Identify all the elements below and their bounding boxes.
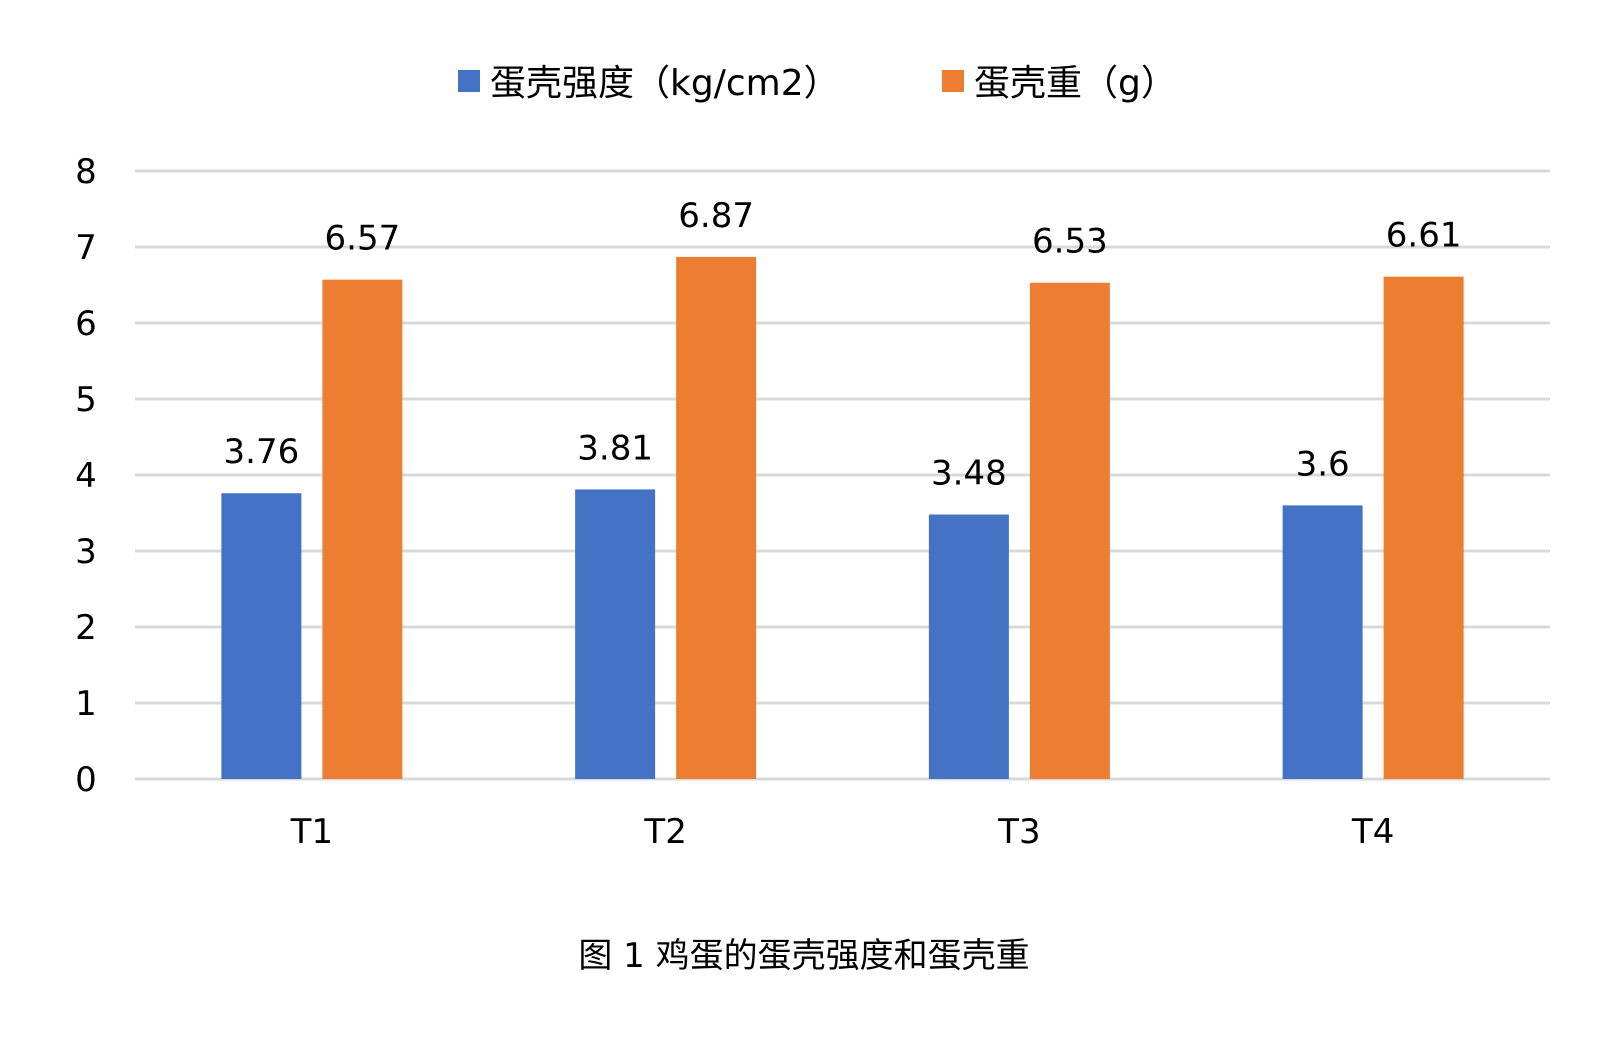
bar-T2-series-2 xyxy=(676,256,757,779)
x-tick-label-T3: T3 xyxy=(997,812,1040,852)
x-axis: T1 T2 T3 T4 xyxy=(290,812,1395,852)
data-label-T1-series-2: 6.57 xyxy=(325,219,401,259)
y-axis: 0 1 2 3 4 5 6 7 8 xyxy=(75,152,97,800)
data-label-T3-series-1: 3.48 xyxy=(931,454,1007,494)
data-label-T4-series-2: 6.61 xyxy=(1386,216,1462,256)
data-labels: 3.76 6.57 3.81 6.87 3.48 6.53 3.6 6.61 xyxy=(224,196,1462,494)
x-tick-label-T4: T4 xyxy=(1351,812,1394,852)
y-tick-label: 0 xyxy=(75,760,97,800)
y-tick-label: 5 xyxy=(75,380,97,420)
data-label-T2-series-2: 6.87 xyxy=(678,196,754,236)
x-tick-label-T2: T2 xyxy=(643,812,686,852)
bar-T3-series-2 xyxy=(1029,282,1110,779)
bar-T1-series-1 xyxy=(221,493,302,779)
y-tick-label: 2 xyxy=(75,608,97,648)
legend-swatch-series-2 xyxy=(942,70,964,92)
data-label-T4-series-1: 3.6 xyxy=(1296,444,1350,484)
y-tick-label: 6 xyxy=(75,304,97,344)
x-tick-label-T1: T1 xyxy=(290,812,333,852)
legend-label-series-2: 蛋壳重（g） xyxy=(974,63,1177,104)
bar-T4-series-2 xyxy=(1383,276,1464,779)
bars xyxy=(221,256,1464,779)
y-tick-label: 7 xyxy=(75,228,97,268)
y-tick-label: 3 xyxy=(75,532,97,572)
y-tick-label: 4 xyxy=(75,456,97,496)
legend-label-series-1: 蛋壳强度（kg/cm2） xyxy=(490,63,840,104)
legend-swatch-series-1 xyxy=(458,70,480,92)
bar-T2-series-1 xyxy=(575,489,656,779)
figure-caption: 图 1 鸡蛋的蛋壳强度和蛋壳重 xyxy=(578,936,1029,976)
bar-T4-series-1 xyxy=(1282,505,1363,779)
y-tick-label: 1 xyxy=(75,684,97,724)
y-tick-label: 8 xyxy=(75,152,97,192)
bar-T1-series-2 xyxy=(322,279,403,779)
data-label-T2-series-1: 3.81 xyxy=(577,428,653,468)
data-label-T3-series-2: 6.53 xyxy=(1032,222,1108,262)
data-label-T1-series-1: 3.76 xyxy=(224,432,300,472)
bar-T3-series-1 xyxy=(928,514,1009,779)
legend: 蛋壳强度（kg/cm2） 蛋壳重（g） xyxy=(458,63,1177,104)
